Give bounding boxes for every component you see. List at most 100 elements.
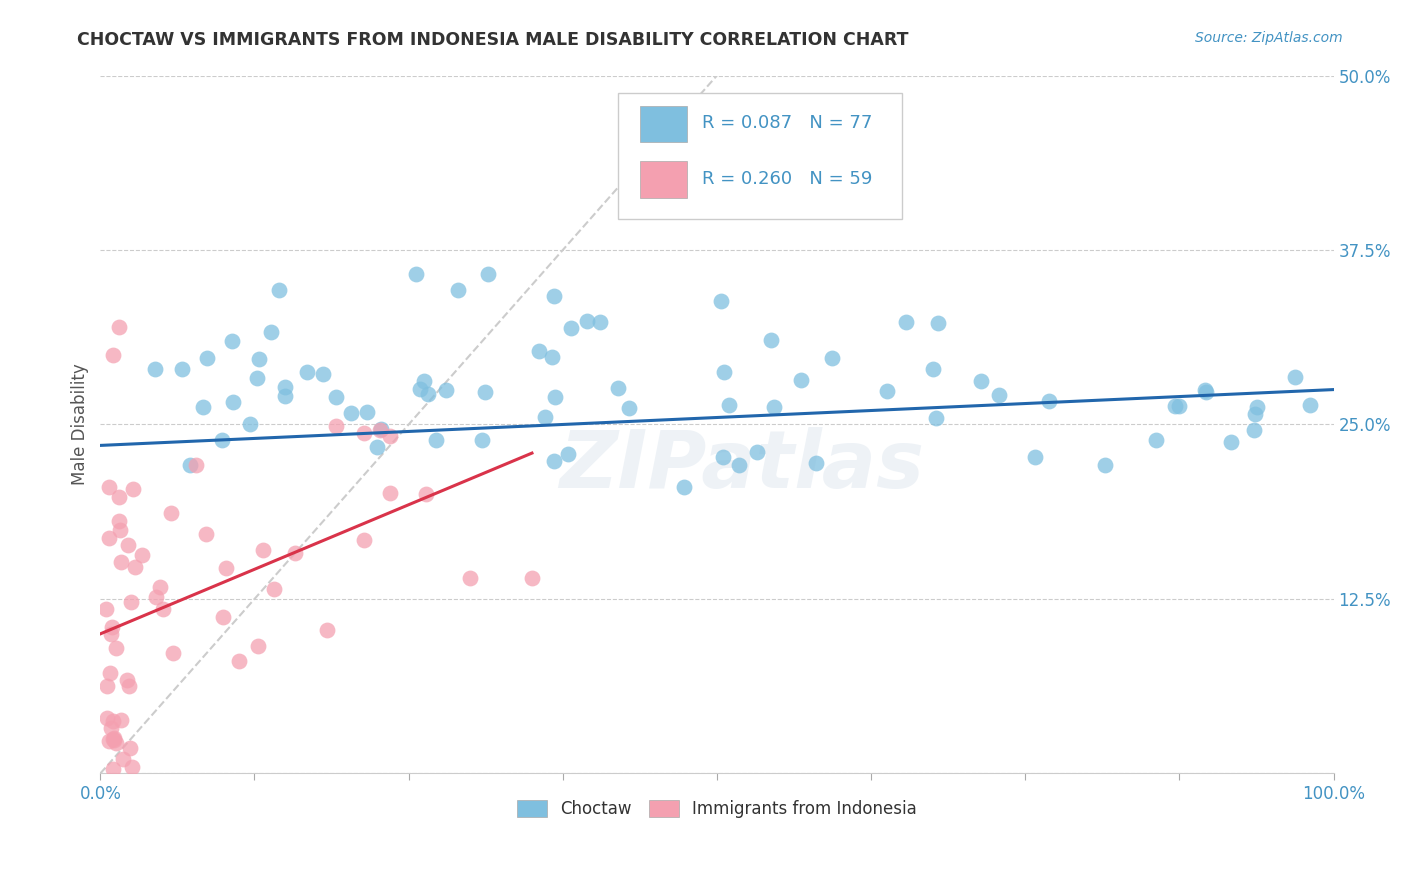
Point (160, 506, 183, 520)
Point (370, 422, 392, 436)
Point (252, 543, 274, 558)
Point (121, 760, 143, 774)
Point (100, 626, 122, 640)
Point (108, 319, 131, 334)
Point (820, 351, 842, 365)
Point (97, 733, 120, 747)
Point (195, 351, 218, 366)
Point (418, 387, 440, 401)
Point (103, 714, 125, 729)
Point (1167, 399, 1189, 413)
Point (184, 458, 207, 472)
Point (105, 641, 128, 656)
Text: Source: ZipAtlas.com: Source: ZipAtlas.com (1195, 31, 1343, 45)
Point (425, 434, 447, 448)
FancyBboxPatch shape (619, 93, 901, 219)
Point (100, 620, 122, 634)
Point (284, 546, 307, 560)
Point (96, 711, 118, 725)
Point (110, 713, 132, 727)
Point (221, 394, 243, 409)
Point (100, 722, 122, 736)
Point (477, 267, 499, 281)
Point (297, 365, 319, 379)
Point (987, 388, 1010, 402)
Point (543, 453, 565, 467)
Point (1024, 450, 1046, 464)
Point (607, 381, 630, 395)
Point (927, 316, 949, 330)
Point (470, 433, 492, 447)
Point (194, 526, 217, 541)
Point (212, 609, 235, 624)
Point (368, 423, 391, 437)
Point (408, 382, 430, 396)
Point (1244, 407, 1267, 421)
Point (221, 334, 243, 348)
Point (115, 673, 138, 687)
Point (458, 571, 481, 585)
Point (316, 624, 339, 638)
Point (589, 315, 612, 329)
Point (179, 458, 201, 472)
Point (1144, 434, 1167, 448)
Point (211, 434, 233, 448)
Point (110, 555, 132, 569)
Point (1195, 384, 1218, 399)
Legend: Choctaw, Immigrants from Indonesia: Choctaw, Immigrants from Indonesia (510, 793, 924, 824)
Point (356, 404, 378, 418)
Text: R = 0.260   N = 59: R = 0.260 N = 59 (702, 169, 873, 188)
Point (120, 595, 142, 609)
Y-axis label: Male Disability: Male Disability (72, 364, 89, 485)
Point (149, 580, 172, 594)
Point (1246, 400, 1268, 414)
Point (325, 390, 347, 404)
Point (118, 679, 141, 693)
Point (131, 548, 153, 562)
Point (378, 429, 401, 443)
Point (1194, 383, 1216, 397)
Point (101, 732, 124, 747)
Point (413, 374, 436, 388)
Text: CHOCTAW VS IMMIGRANTS FROM INDONESIA MALE DISABILITY CORRELATION CHART: CHOCTAW VS IMMIGRANTS FROM INDONESIA MAL… (77, 31, 908, 49)
Point (239, 417, 262, 431)
Point (759, 333, 782, 347)
Point (540, 350, 562, 364)
Point (1284, 370, 1306, 384)
Point (925, 410, 948, 425)
Point (120, 741, 142, 756)
Point (745, 445, 768, 459)
Point (529, 343, 551, 358)
Point (673, 480, 696, 494)
Point (763, 400, 786, 414)
Text: R = 0.087   N = 77: R = 0.087 N = 77 (702, 114, 873, 132)
Point (447, 283, 470, 297)
Point (728, 458, 751, 472)
Point (353, 533, 375, 547)
Point (215, 561, 238, 575)
Point (717, 398, 740, 412)
Point (259, 325, 281, 339)
Point (101, 348, 124, 362)
Point (894, 315, 917, 329)
Point (710, 294, 733, 309)
Point (520, 571, 543, 585)
Point (108, 490, 131, 504)
Point (415, 487, 437, 501)
Point (101, 762, 124, 776)
Point (312, 367, 335, 381)
Point (804, 457, 827, 471)
Point (619, 401, 641, 416)
Point (104, 736, 127, 750)
Point (543, 289, 565, 303)
Point (1094, 458, 1116, 472)
Point (1220, 434, 1243, 449)
Point (339, 406, 361, 420)
Bar (641, 161, 688, 198)
Point (474, 384, 496, 399)
Point (1163, 399, 1185, 413)
Point (711, 450, 734, 465)
Point (246, 639, 269, 653)
Point (108, 514, 131, 528)
Point (274, 380, 297, 394)
